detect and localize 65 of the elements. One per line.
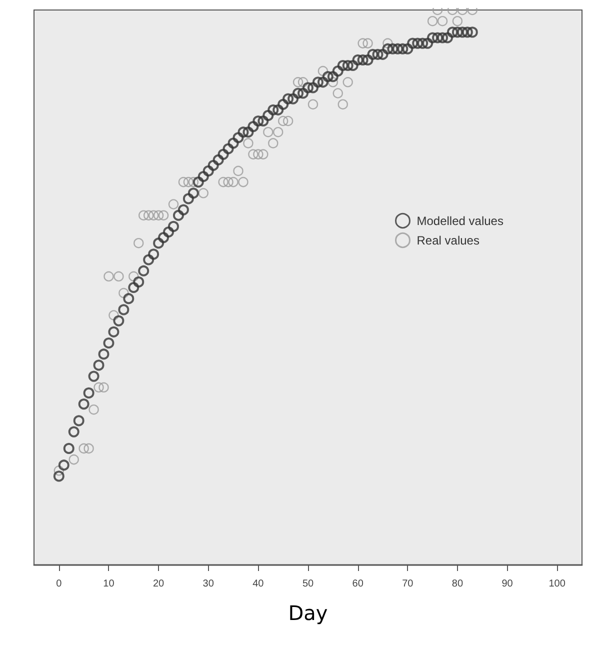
point — [94, 382, 104, 392]
point — [437, 16, 448, 26]
point — [128, 271, 139, 282]
point — [238, 176, 248, 188]
point — [248, 149, 258, 160]
x-tick-label: 0 — [56, 578, 62, 590]
point — [328, 77, 338, 88]
point — [228, 176, 238, 188]
point — [282, 116, 294, 126]
point — [263, 127, 274, 138]
x-tick-label: 50 — [302, 578, 314, 590]
x-tick-label: 60 — [352, 578, 364, 590]
point — [188, 176, 199, 188]
point — [143, 210, 154, 220]
x-tick-label: 80 — [452, 578, 464, 590]
point — [358, 38, 368, 48]
point — [78, 443, 89, 454]
point — [332, 88, 343, 98]
point — [158, 210, 169, 220]
point — [233, 166, 244, 176]
legend-label: Real values — [416, 233, 480, 248]
point — [382, 38, 393, 48]
point — [362, 38, 373, 48]
point — [98, 382, 109, 392]
point — [318, 66, 328, 76]
point — [268, 138, 278, 148]
x-tick-label: 30 — [202, 578, 214, 590]
point — [298, 77, 308, 88]
point — [114, 271, 124, 282]
legend-label: Modelled values — [416, 214, 504, 228]
x-tick-label: 100 — [548, 578, 566, 590]
point — [153, 210, 164, 220]
point — [292, 77, 304, 88]
point — [168, 199, 179, 210]
point — [278, 116, 288, 126]
point — [178, 176, 189, 188]
x-tick-label: 10 — [103, 578, 115, 590]
point — [138, 210, 149, 220]
point — [253, 149, 264, 160]
point — [223, 176, 234, 188]
x-axis-title: Day — [288, 601, 328, 625]
point — [452, 16, 463, 26]
point — [338, 99, 348, 110]
x-tick-label: 20 — [152, 578, 165, 590]
point — [68, 454, 79, 465]
point — [134, 238, 144, 248]
point — [218, 176, 228, 188]
point — [84, 443, 94, 454]
x-tick-label: 40 — [252, 578, 264, 590]
point — [198, 188, 208, 198]
point — [148, 210, 159, 220]
point — [243, 138, 254, 148]
point — [88, 404, 99, 415]
point — [427, 16, 438, 26]
point — [118, 288, 129, 298]
point — [342, 77, 353, 88]
point — [183, 176, 194, 188]
point — [308, 99, 318, 110]
point — [273, 127, 284, 138]
point — [54, 466, 64, 476]
point — [108, 310, 119, 320]
point — [258, 149, 268, 160]
x-tick-label: 70 — [402, 578, 414, 590]
point — [104, 271, 114, 282]
x-tick-label: 90 — [502, 578, 514, 590]
